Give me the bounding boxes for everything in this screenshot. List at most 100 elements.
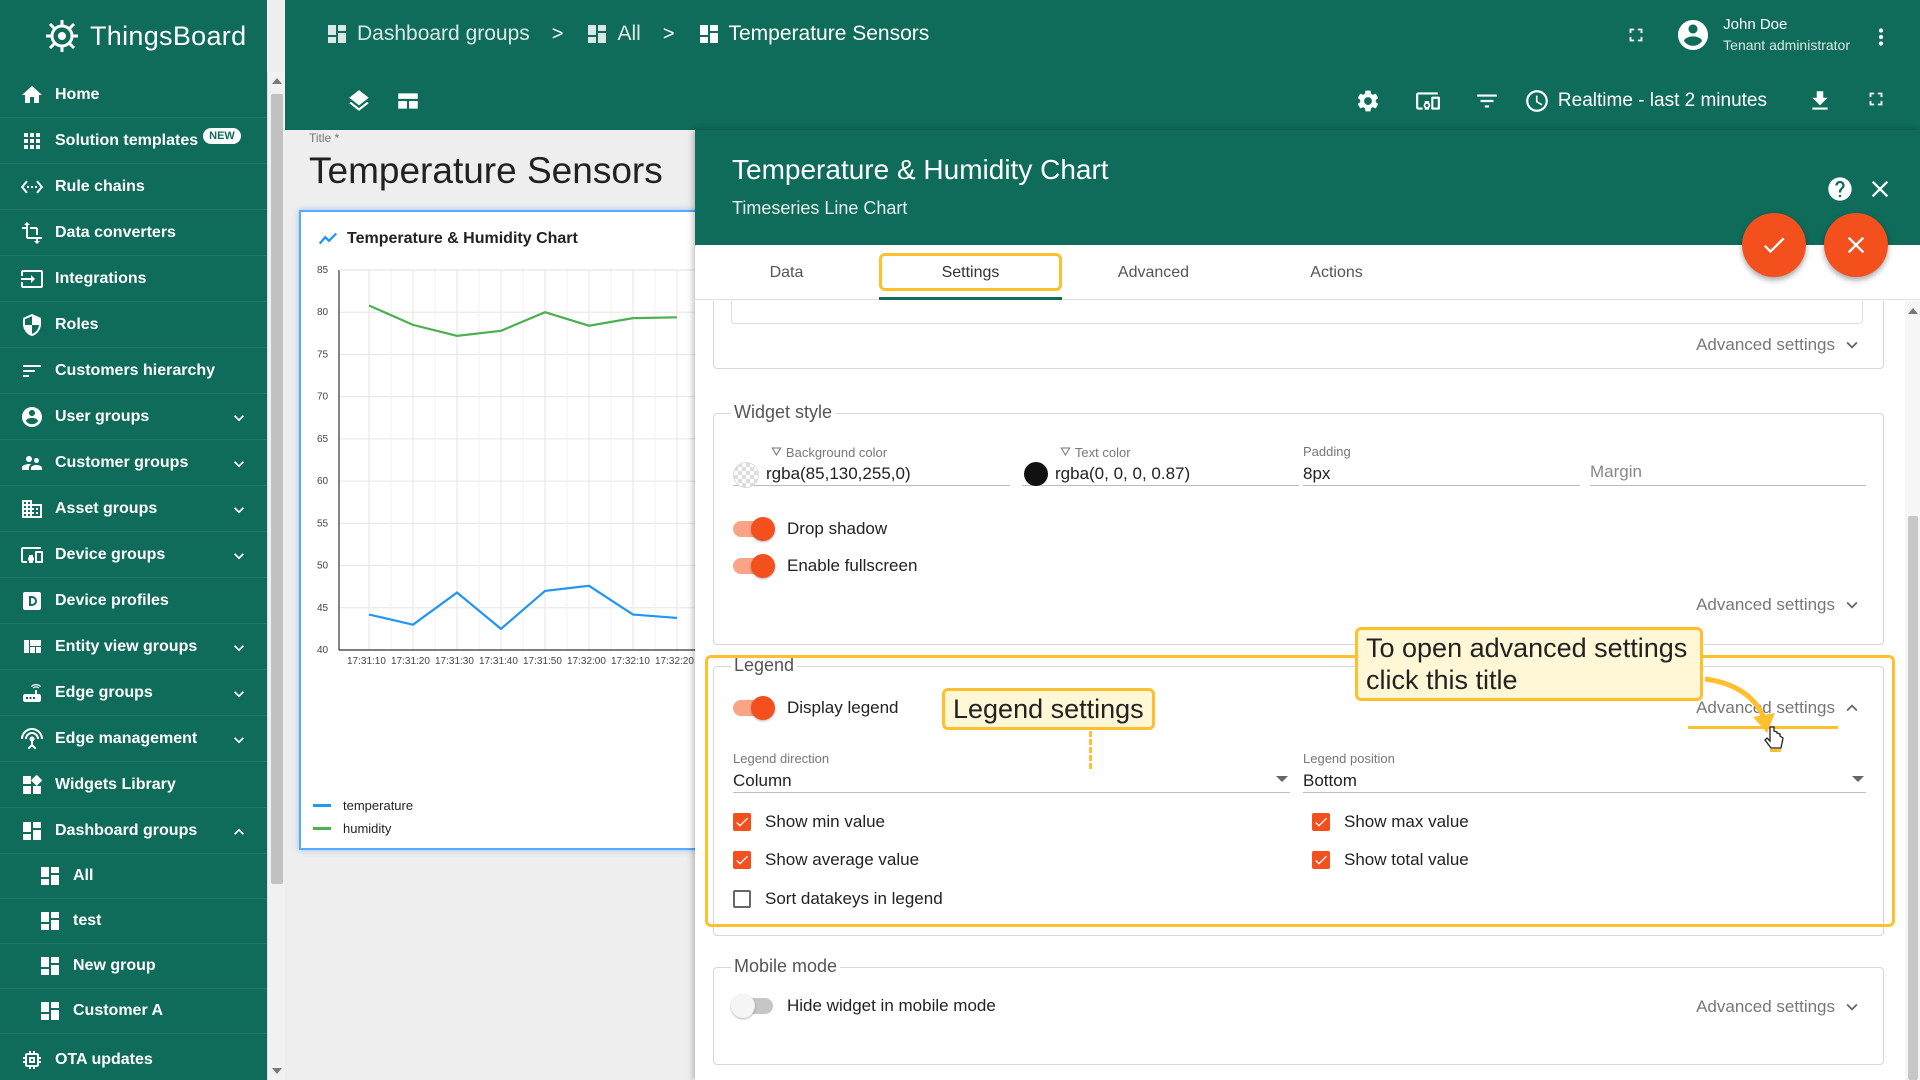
chevron-down-icon[interactable] [229,408,249,433]
hide-mobile-switch[interactable] [731,994,773,1018]
enable-fullscreen-toggle[interactable]: Enable fullscreen [733,554,917,578]
tab-advanced[interactable]: Advanced [1117,263,1190,281]
apply-button[interactable] [1742,213,1806,277]
sidebar-item-roles[interactable]: Roles [0,302,267,348]
enable-fullscreen-switch[interactable] [733,554,775,578]
fullscreen-dashboard-icon[interactable] [1865,88,1887,115]
checkbox-checked[interactable] [733,851,751,869]
more-vert-icon[interactable] [1868,24,1894,55]
drop-shadow-switch[interactable] [733,517,775,541]
display-legend-toggle[interactable]: Display legend [733,696,899,720]
dashboard-layout-icon[interactable] [395,88,421,119]
scroll-up-arrow[interactable] [1908,308,1918,314]
advanced-settings-toggle[interactable]: Advanced settings [1696,594,1863,616]
y-tick-label: 75 [317,349,329,360]
tab-actions[interactable]: Actions [1310,263,1363,281]
sidebar-item-integrations[interactable]: Integrations [0,256,267,302]
layers-icon[interactable] [346,88,372,119]
settings-tab-highlight [879,253,1062,291]
timeline-icon [318,232,338,245]
sidebar-item-asset-groups[interactable]: Asset groups [0,486,267,532]
sidebar-item-widgets-library[interactable]: Widgets Library [0,762,267,808]
sidebar-item-device-profiles[interactable]: Device profiles [0,578,267,624]
close-icon[interactable] [1866,175,1894,208]
sidebar-item-dashboard-groups[interactable]: Dashboard groups [0,808,267,854]
check-icon [1315,817,1327,827]
settings-icon[interactable] [1355,88,1381,119]
checkbox-checked[interactable] [733,813,751,831]
chevron-down-icon[interactable] [229,500,249,525]
sidebar-subitem-test[interactable]: test [0,899,267,944]
scroll-down-arrow[interactable] [272,1068,282,1074]
hide-mobile-toggle[interactable]: Hide widget in mobile mode [731,994,996,1018]
devices-icon[interactable] [1415,88,1441,119]
tab-settings[interactable]: Settings [941,263,1000,281]
sidebar-item-label: OTA updates [55,1050,153,1068]
logo[interactable]: ThingsBoard [0,0,267,72]
sidebar-item-user-groups[interactable]: User groups [0,394,267,440]
sidebar-item-edge-groups[interactable]: Edge groups [0,670,267,716]
text-color-swatch[interactable] [1024,462,1048,486]
background-color-swatch[interactable] [733,462,759,488]
chevron-down-icon[interactable] [229,684,249,709]
chevron-down-icon[interactable] [229,454,249,479]
x-tick-label: 17:31:10 [347,656,386,667]
sidebar-item-customer-groups[interactable]: Customer groups [0,440,267,486]
checkbox-checked[interactable] [1312,851,1330,869]
display-legend-switch[interactable] [733,696,775,720]
breadcrumb-all[interactable]: All [585,22,641,46]
show-average-checkbox[interactable]: Show average value [733,850,919,870]
scroll-up-arrow[interactable] [272,78,282,84]
sidebar-item-customers-hierarchy[interactable]: Customers hierarchy [0,348,267,394]
decline-button[interactable] [1824,213,1888,277]
background-color-field[interactable]: ⛛ Background color rgba(85,130,255,0) [733,440,1010,488]
scroll-thumb[interactable] [1908,516,1918,1080]
sidebar-item-label: Device profiles [55,591,169,609]
download-icon[interactable] [1807,88,1833,119]
chevron-up-icon[interactable] [229,822,249,847]
advanced-settings-toggle[interactable]: Advanced settings [1696,996,1863,1018]
fullscreen-icon[interactable] [1625,24,1647,51]
tab-data[interactable]: Data [769,263,804,281]
sidebar-item-home[interactable]: Home [0,72,267,118]
margin-field[interactable]: Margin [1590,440,1866,486]
sidebar-subitem-customer-a[interactable]: Customer A [0,989,267,1034]
sidebar-scrollbar[interactable] [267,72,285,1080]
sidebar-item-data-converters[interactable]: Data converters [0,210,267,256]
legend-direction-select[interactable]: Legend direction Column [733,747,1290,793]
legend-position-select[interactable]: Legend position Bottom [1303,747,1866,793]
checkbox-unchecked[interactable] [733,890,751,908]
editor-scrollbar[interactable] [1905,301,1920,1080]
sidebar-item-rule-chains[interactable]: Rule chains [0,164,267,210]
show-total-checkbox[interactable]: Show total value [1312,850,1469,870]
sidebar-item-label: test [73,912,102,929]
checkbox-checked[interactable] [1312,813,1330,831]
sidebar-item-device-groups[interactable]: Device groups [0,532,267,578]
drop-shadow-toggle[interactable]: Drop shadow [733,517,887,541]
filter-icon[interactable] [1474,88,1500,119]
chart-widget[interactable]: Temperature & Humidity Chart 40 45 50 55 60 6… [299,210,719,850]
sidebar-item-label: Customer groups [55,453,189,471]
user-menu[interactable]: John Doe Tenant administrator [1675,16,1850,53]
padding-field[interactable]: Padding 8px [1303,440,1580,486]
sidebar-item-edge-management[interactable]: Edge management [0,716,267,762]
dashboard-title[interactable]: Temperature Sensors [309,150,663,191]
chevron-down-icon[interactable] [229,638,249,663]
text-color-field[interactable]: ⛛ Text color rgba(0, 0, 0, 0.87) [1022,440,1299,486]
sort-datakeys-checkbox[interactable]: Sort datakeys in legend [733,889,943,909]
sidebar-item-ota-updates[interactable]: OTA updates [0,1037,267,1080]
chevron-down-icon[interactable] [229,546,249,571]
sidebar-subitem-all[interactable]: All [0,854,267,899]
sidebar-item-solution-templates[interactable]: Solution templates NEW [0,118,267,164]
show-max-checkbox[interactable]: Show max value [1312,812,1469,832]
help-icon[interactable] [1826,175,1854,208]
advanced-settings-toggle-legend[interactable]: Advanced settings [1696,697,1863,719]
breadcrumb-dashboard-groups[interactable]: Dashboard groups [325,22,530,46]
sidebar-item-entity-view-groups[interactable]: Entity view groups [0,624,267,670]
advanced-settings-toggle[interactable]: Advanced settings [1696,334,1863,356]
show-min-checkbox[interactable]: Show min value [733,812,885,832]
sidebar-subitem-new-group[interactable]: New group [0,944,267,989]
timewindow-button[interactable]: Realtime - last 2 minutes [1524,88,1767,114]
chevron-down-icon[interactable] [229,730,249,755]
scroll-thumb[interactable] [271,94,283,884]
